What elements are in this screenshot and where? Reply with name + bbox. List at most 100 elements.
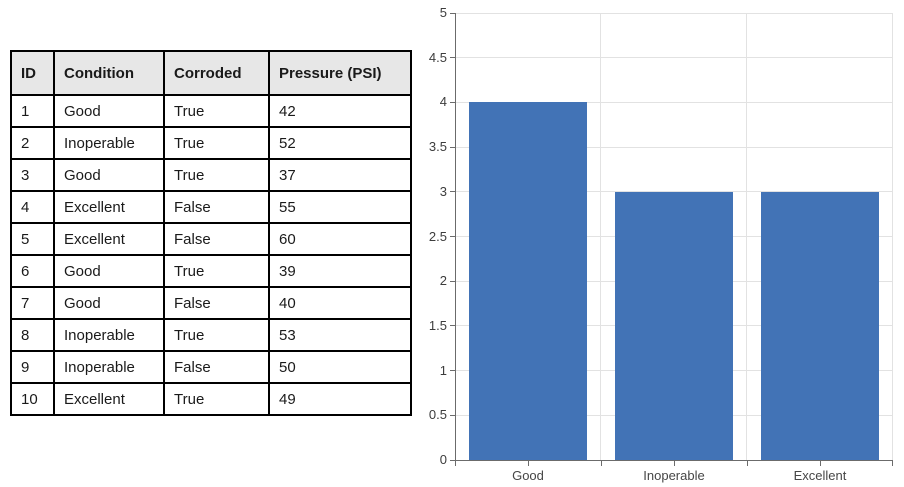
h-gridline bbox=[455, 57, 893, 59]
table-row: 10 Excellent True 49 bbox=[10, 382, 412, 416]
x-axis-tick bbox=[747, 461, 748, 466]
h-gridline bbox=[455, 191, 893, 193]
table-cell: 42 bbox=[268, 94, 412, 128]
table-cell: False bbox=[163, 350, 270, 384]
table-header-row: ID Condition Corroded Pressure (PSI) bbox=[10, 50, 412, 96]
x-axis-tick bbox=[674, 461, 675, 466]
y-axis-tick-label: 0 bbox=[439, 452, 447, 467]
v-gridline bbox=[746, 13, 747, 460]
table-cell: 7 bbox=[10, 286, 55, 320]
h-gridline bbox=[455, 414, 893, 416]
table-row: 4 Excellent False 55 bbox=[10, 190, 412, 224]
table-cell: 50 bbox=[268, 350, 412, 384]
h-gridline bbox=[455, 325, 893, 327]
table-cell: 53 bbox=[268, 318, 412, 352]
table-cell: Inoperable bbox=[53, 318, 165, 352]
h-gridline bbox=[455, 101, 893, 103]
table-cell: True bbox=[163, 158, 270, 192]
x-axis-tick bbox=[601, 461, 602, 466]
table-cell: 5 bbox=[10, 222, 55, 256]
x-axis-tick bbox=[820, 461, 821, 466]
h-gridline bbox=[455, 146, 893, 148]
x-axis-line bbox=[455, 460, 893, 461]
table-cell: Good bbox=[53, 94, 165, 128]
table-cell: 1 bbox=[10, 94, 55, 128]
y-axis-tick bbox=[450, 57, 455, 59]
y-axis-tick bbox=[450, 414, 455, 416]
table-cell: 10 bbox=[10, 382, 55, 416]
table-header: ID Condition Corroded Pressure (PSI) bbox=[10, 50, 412, 96]
h-gridline bbox=[455, 370, 893, 372]
table-row: 6 Good True 39 bbox=[10, 254, 412, 288]
table-row: 7 Good False 40 bbox=[10, 286, 412, 320]
table-cell: True bbox=[163, 94, 270, 128]
table-cell: 40 bbox=[268, 286, 412, 320]
table-cell: True bbox=[163, 254, 270, 288]
bar-excellent bbox=[761, 192, 879, 460]
table-cell: 60 bbox=[268, 222, 412, 256]
pipes-data-table: ID Condition Corroded Pressure (PSI) 1 Good T… bbox=[10, 50, 412, 416]
y-axis-tick bbox=[450, 12, 455, 14]
h-gridline bbox=[455, 12, 893, 14]
x-axis-tick bbox=[455, 461, 456, 466]
y-axis-tick-label: 5 bbox=[439, 5, 447, 20]
table-cell: 4 bbox=[10, 190, 55, 224]
table-body: 1 Good True 42 2 Inoperable True 52 3 Good True 37 4… bbox=[10, 94, 412, 416]
table-cell: Excellent bbox=[53, 222, 165, 256]
table-cell: False bbox=[163, 190, 270, 224]
bar-good bbox=[469, 102, 587, 460]
x-axis-category-label: Excellent bbox=[793, 468, 847, 483]
x-axis-category-label: Good bbox=[512, 468, 544, 483]
table-row: 2 Inoperable True 52 bbox=[10, 126, 412, 160]
y-axis-tick bbox=[450, 236, 455, 237]
bar-inoperable bbox=[615, 192, 733, 460]
table-cell: False bbox=[163, 286, 270, 320]
y-axis-tick bbox=[450, 459, 455, 461]
v-gridline bbox=[600, 13, 601, 460]
table-cell: 6 bbox=[10, 254, 55, 288]
y-axis-line bbox=[455, 13, 456, 460]
y-axis-tick bbox=[450, 101, 455, 103]
table-row: 8 Inoperable True 53 bbox=[10, 318, 412, 352]
table-row: 3 Good True 37 bbox=[10, 158, 412, 192]
table-cell: Inoperable bbox=[53, 350, 165, 384]
table-cell: 52 bbox=[268, 126, 412, 160]
y-axis-tick bbox=[450, 325, 455, 327]
table-cell: Inoperable bbox=[53, 126, 165, 160]
table-cell: 37 bbox=[268, 158, 412, 192]
table-cell: 8 bbox=[10, 318, 55, 352]
table-cell: 9 bbox=[10, 350, 55, 384]
table-cell: True bbox=[163, 382, 270, 416]
y-axis-tick bbox=[450, 370, 455, 372]
column-header-corroded: Corroded bbox=[163, 50, 270, 96]
y-axis-tick bbox=[450, 280, 455, 282]
table-cell: True bbox=[163, 318, 270, 352]
x-axis-tick bbox=[528, 461, 529, 466]
table-cell: 55 bbox=[268, 190, 412, 224]
table-row: 1 Good True 42 bbox=[10, 94, 412, 128]
x-axis-tick bbox=[892, 461, 893, 466]
y-axis-tick bbox=[450, 191, 455, 193]
table-cell: Excellent bbox=[53, 190, 165, 224]
column-header-pressure-psi: Pressure (PSI) bbox=[268, 50, 412, 96]
h-gridline bbox=[455, 236, 893, 237]
table-cell: False bbox=[163, 222, 270, 256]
plot-area: 0 0.5 1 1.5 2 2.5 3 3.5 4 4.5 5 Good Inoperable Excel… bbox=[429, 5, 893, 483]
h-gridline bbox=[455, 280, 893, 282]
column-header-condition: Condition bbox=[53, 50, 165, 96]
table-row: 5 Excellent False 60 bbox=[10, 222, 412, 256]
table-cell: 39 bbox=[268, 254, 412, 288]
v-gridline bbox=[892, 13, 893, 460]
column-header-id: ID bbox=[10, 50, 55, 96]
table-cell: Good bbox=[53, 254, 165, 288]
table-cell: True bbox=[163, 126, 270, 160]
y-axis-tick bbox=[450, 146, 455, 148]
table-cell: 2 bbox=[10, 126, 55, 160]
table-row: 9 Inoperable False 50 bbox=[10, 350, 412, 384]
table-cell: Good bbox=[53, 286, 165, 320]
table-cell: 3 bbox=[10, 158, 55, 192]
table-cell: 49 bbox=[268, 382, 412, 416]
table-cell: Excellent bbox=[53, 382, 165, 416]
table-cell: Good bbox=[53, 158, 165, 192]
x-axis-category-label: Inoperable bbox=[643, 468, 705, 483]
